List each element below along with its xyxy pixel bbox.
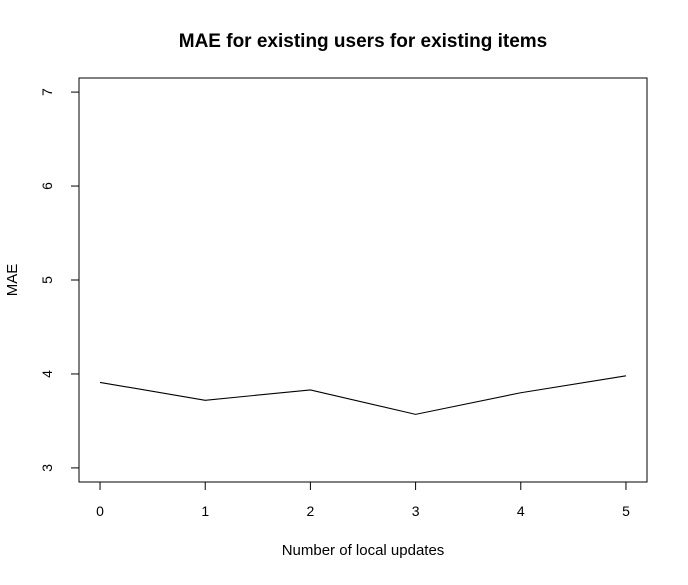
y-tick-label: 6 xyxy=(39,182,55,190)
x-tick-label: 2 xyxy=(307,503,315,519)
y-tick-label: 7 xyxy=(39,88,55,96)
y-axis-title: MAE xyxy=(4,264,21,297)
y-tick-label: 4 xyxy=(39,370,55,378)
x-tick-label: 1 xyxy=(201,503,209,519)
x-axis: 0 1 2 3 4 5 xyxy=(96,481,630,519)
series-line xyxy=(99,375,627,415)
x-tick-label: 3 xyxy=(412,503,420,519)
y-axis: 3 4 5 6 7 xyxy=(39,88,80,472)
y-tick-label: 3 xyxy=(39,464,55,472)
y-tick-label: 5 xyxy=(39,276,55,284)
x-axis-title: Number of local updates xyxy=(282,542,445,559)
x-tick-label: 5 xyxy=(622,503,630,519)
chart-title: MAE for existing users for existing item… xyxy=(179,31,547,52)
x-tick-label: 4 xyxy=(517,503,525,519)
x-tick-label: 0 xyxy=(96,503,104,519)
plot-frame xyxy=(78,77,648,483)
